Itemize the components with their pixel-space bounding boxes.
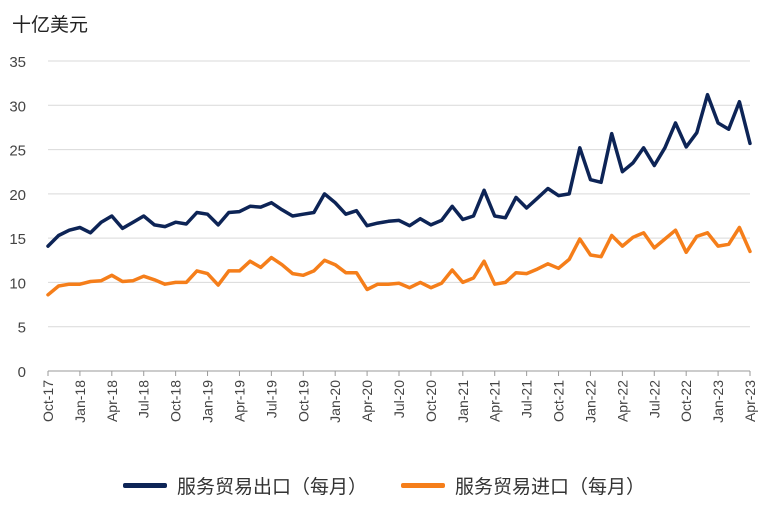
x-tick-label: Apr-21 bbox=[487, 380, 503, 422]
legend-item-exports: 服务贸易出口（每月） bbox=[122, 472, 367, 499]
x-tick-label: Jan-22 bbox=[582, 380, 598, 423]
series-line-exports bbox=[46, 92, 752, 248]
series-line-imports bbox=[46, 225, 752, 297]
x-tick-label: Apr-18 bbox=[104, 380, 120, 422]
y-tick-label: 0 bbox=[18, 364, 26, 381]
x-axis-tick-labels: Oct-17 Jan-18 Apr-18 Jul-18 Oct-18 Jan-19 Apr-… bbox=[40, 380, 758, 423]
x-tick-label: Jul-19 bbox=[263, 380, 279, 418]
y-tick-label: 5 bbox=[18, 320, 26, 337]
x-axis bbox=[47, 370, 751, 376]
x-tick-label: Oct-19 bbox=[295, 380, 311, 422]
x-tick-label: Jul-21 bbox=[519, 380, 535, 418]
x-tick-label: Jan-19 bbox=[200, 380, 216, 423]
x-tick-label: Jan-23 bbox=[710, 380, 726, 423]
x-tick-label: Jan-21 bbox=[455, 380, 471, 423]
x-tick-label: Oct-22 bbox=[678, 380, 694, 422]
x-tick-label: Oct-21 bbox=[551, 380, 567, 422]
x-tick-label: Oct-17 bbox=[40, 380, 56, 422]
y-axis-unit-label: 十亿美元 bbox=[12, 14, 89, 36]
y-tick-label: 35 bbox=[9, 54, 26, 71]
legend-swatch-exports bbox=[122, 483, 167, 488]
legend-swatch-imports bbox=[401, 483, 445, 488]
legend-label-exports: 服务贸易出口（每月） bbox=[176, 476, 367, 498]
legend-label-imports: 服务贸易进口（每月） bbox=[455, 476, 646, 498]
y-tick-label: 20 bbox=[9, 187, 26, 204]
x-tick-label: Apr-22 bbox=[614, 380, 630, 422]
series-lines bbox=[46, 92, 752, 297]
legend: 服务贸易出口（每月） 服务贸易进口（每月） bbox=[0, 472, 768, 499]
gridlines bbox=[48, 60, 750, 328]
x-tick-label: Oct-18 bbox=[168, 380, 184, 422]
x-tick-label: Jan-18 bbox=[72, 380, 88, 423]
y-tick-label: 15 bbox=[9, 231, 26, 248]
x-tick-label: Oct-20 bbox=[423, 380, 439, 422]
y-tick-label: 10 bbox=[9, 275, 26, 292]
y-axis-tick-labels: 0 5 10 15 20 25 30 35 bbox=[9, 54, 26, 381]
x-tick-label: Jul-22 bbox=[646, 380, 662, 418]
x-tick-label: Apr-20 bbox=[359, 380, 375, 422]
x-tick-label: Apr-19 bbox=[231, 380, 247, 422]
y-tick-label: 25 bbox=[9, 143, 26, 160]
legend-item-imports: 服务贸易进口（每月） bbox=[401, 472, 645, 499]
x-tick-label: Jul-18 bbox=[136, 380, 152, 418]
y-tick-label: 30 bbox=[9, 98, 26, 115]
x-tick-label: Jan-20 bbox=[327, 380, 343, 423]
x-tick-label: Apr-23 bbox=[742, 380, 758, 422]
x-tick-label: Jul-20 bbox=[391, 380, 407, 418]
